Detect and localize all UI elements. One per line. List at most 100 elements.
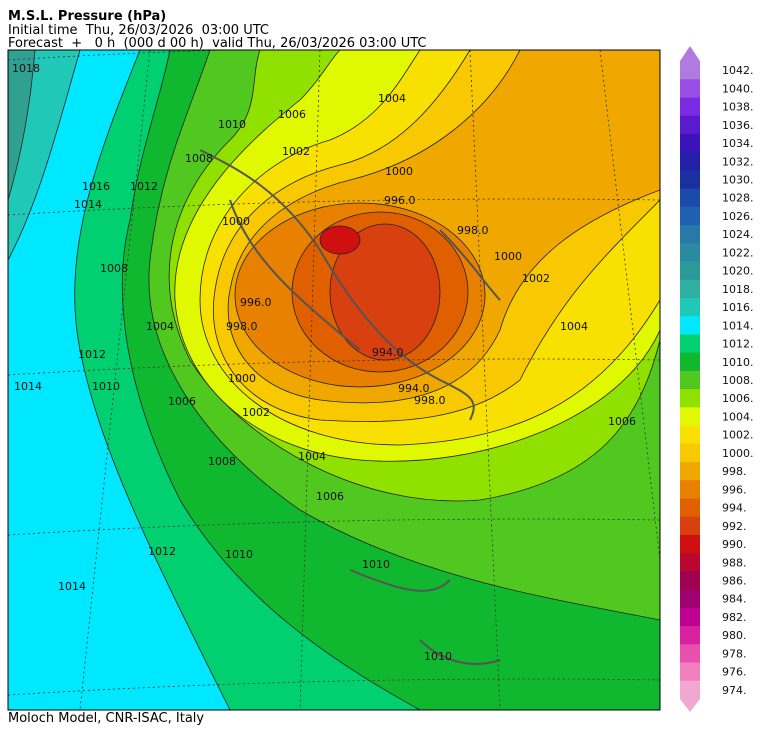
contour-label: 1010 — [92, 380, 120, 393]
colorbar-label: 988. — [722, 556, 747, 569]
contour-label: 1010 — [424, 650, 452, 663]
contour-label: 1004 — [298, 450, 326, 463]
colorbar-label: 992. — [722, 520, 747, 533]
colorbar-label: 1014. — [722, 319, 754, 332]
contour-label: 1012 — [78, 348, 106, 361]
colorbar-label: 1020. — [722, 265, 754, 278]
contour-label: 998.0 — [226, 320, 258, 333]
colorbar-label: 1038. — [722, 101, 754, 114]
colorbar-segment — [680, 115, 700, 135]
colorbar-segment — [680, 407, 700, 427]
contour-label: 1006 — [608, 415, 636, 428]
colorbar-segment — [680, 607, 700, 627]
colorbar-label: 998. — [722, 465, 747, 478]
colorbar-segment — [680, 243, 700, 263]
colorbar-segment — [680, 206, 700, 226]
colorbar-segment — [680, 316, 700, 335]
contour-label: 1014 — [14, 380, 42, 393]
contour-label: 1004 — [146, 320, 174, 333]
colorbar-label: 1030. — [722, 173, 754, 186]
contour-label: 1016 — [82, 180, 110, 193]
contour-label: 1006 — [278, 108, 306, 121]
colorbar-segment — [680, 370, 700, 390]
colorbar-label: 996. — [722, 483, 747, 496]
contour-label: 998.0 — [414, 394, 446, 407]
colorbar-segment — [680, 571, 700, 591]
graticule — [8, 50, 660, 710]
colorbar-segment — [680, 261, 700, 281]
colorbar-label: 1028. — [722, 192, 754, 205]
contour-label: 1000 — [222, 215, 250, 228]
colorbar-label: 1022. — [722, 246, 754, 259]
colorbar-tip — [680, 46, 700, 61]
colorbar-segment — [680, 97, 700, 117]
contour-label: 1006 — [316, 490, 344, 503]
colorbar-segment — [680, 133, 700, 153]
map: 1018 1016 1014 1012 1010 1008 1006 1004 … — [7, 49, 661, 711]
contour-label: 1000 — [228, 372, 256, 385]
colorbar-segment — [680, 516, 700, 536]
contour-label: 1008 — [100, 262, 128, 275]
colorbar-label: 1000. — [722, 447, 754, 460]
colorbar-segment — [680, 61, 700, 80]
footer: Moloch Model, CNR-ISAC, Italy — [8, 711, 204, 726]
colorbar-label: 1006. — [722, 392, 754, 405]
colorbar-label: 990. — [722, 538, 747, 551]
colorbar-label: 1036. — [722, 119, 754, 132]
contour-label: 1002 — [282, 145, 310, 158]
field-1014 — [8, 50, 231, 710]
contour-label: 1018 — [12, 62, 40, 75]
colorbar-label: 1016. — [722, 301, 754, 314]
contour-label: 996.0 — [384, 194, 416, 207]
colorbar-segment — [680, 279, 700, 299]
contour-label: 1006 — [168, 395, 196, 408]
contour-label: 1002 — [522, 272, 550, 285]
colorbar-segment — [680, 425, 700, 445]
colorbar-tip — [680, 699, 700, 712]
colorbar-segment — [680, 352, 700, 372]
forecast-time: Forecast + 0 h (000 d 00 h) valid Thu, 2… — [8, 36, 427, 51]
colorbar-segment — [680, 188, 700, 208]
colorbar-label: 1026. — [722, 210, 754, 223]
colorbar-segment — [680, 480, 700, 499]
colorbar-label: 1010. — [722, 356, 754, 369]
colorbar-segment — [680, 462, 700, 481]
contour-label: 1004 — [560, 320, 588, 333]
contour-label: 996.0 — [240, 296, 272, 309]
colorbar-segment — [680, 152, 700, 171]
contour-label: 1012 — [148, 545, 176, 558]
contour-label: 1008 — [185, 152, 213, 165]
colorbar-label: 1024. — [722, 228, 754, 241]
colorbar-label: 978. — [722, 647, 747, 660]
field-990 — [319, 225, 361, 255]
colorbar-segment — [680, 644, 700, 664]
colorbar-segment — [680, 680, 700, 700]
contour-label: 998.0 — [457, 224, 489, 237]
field-992 — [329, 223, 441, 361]
colorbar-segment — [680, 534, 700, 554]
colorbar-segment — [680, 626, 700, 645]
contour-label: 1000 — [494, 250, 522, 263]
colorbar-segment — [680, 443, 700, 463]
contour-label: 1010 — [218, 118, 246, 131]
contour-label: 1004 — [378, 92, 406, 105]
colorbar-label: 1008. — [722, 374, 754, 387]
colorbar-segment — [680, 297, 700, 317]
colorbar-label: 976. — [722, 666, 747, 679]
contour-label: 1010 — [225, 548, 253, 561]
contour-label: 994.0 — [398, 382, 430, 395]
colorbar-label: 974. — [722, 684, 747, 697]
colorbar-label: 994. — [722, 502, 747, 515]
colorbar-label: 1012. — [722, 338, 754, 351]
colorbar-segment — [680, 389, 700, 408]
initial-time: Initial time Thu, 26/03/2026 03:00 UTC — [8, 23, 269, 38]
contour-label: 1014 — [74, 198, 102, 211]
colorbar-label: 1002. — [722, 429, 754, 442]
title: M.S.L. Pressure (hPa) — [8, 9, 166, 24]
colorbar-segment — [680, 79, 700, 98]
colorbar-label: 1004. — [722, 410, 754, 423]
colorbar-label: 1018. — [722, 283, 754, 296]
colorbar-label: 986. — [722, 575, 747, 588]
